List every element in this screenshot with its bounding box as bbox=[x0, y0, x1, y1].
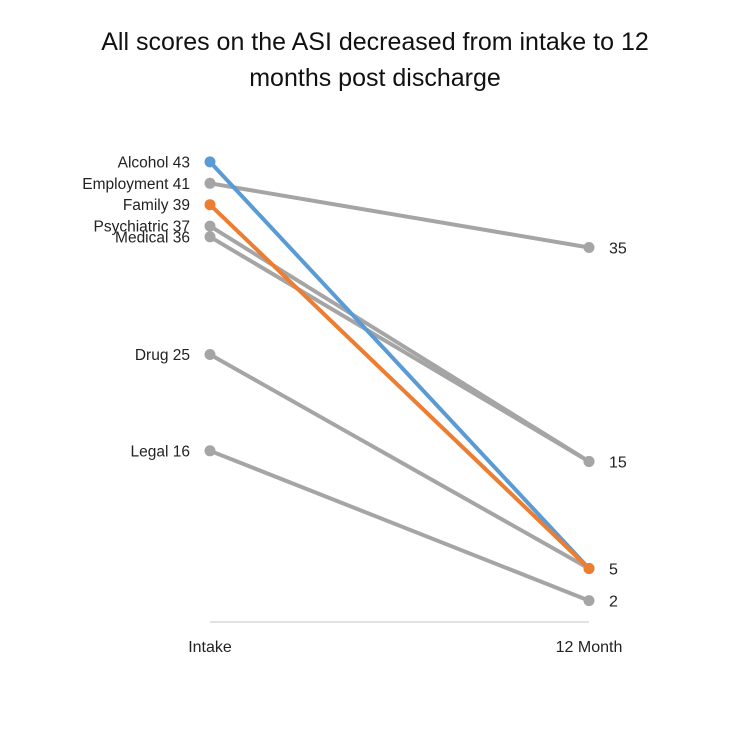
end-label-2: 2 bbox=[609, 594, 618, 611]
start-label-legal: Legal 16 bbox=[131, 443, 190, 460]
point-legal-intake bbox=[204, 445, 216, 457]
point-alcohol-intake bbox=[204, 156, 216, 168]
series-line-medical bbox=[208, 234, 591, 464]
point-family-12-month bbox=[583, 563, 595, 574]
series-line-family bbox=[208, 202, 591, 571]
x-tick-label-12-month: 12 Month bbox=[556, 639, 623, 656]
end-label-15: 15 bbox=[609, 455, 627, 472]
start-label-psychiatric: Psychiatric 37 bbox=[94, 219, 190, 236]
point-employment-12-month bbox=[583, 242, 595, 253]
point-medical-12-month bbox=[583, 456, 595, 467]
x-tick-label-intake: Intake bbox=[188, 639, 232, 656]
point-family-intake bbox=[204, 199, 216, 211]
chart-title-line-1: All scores on the ASI decreased from int… bbox=[101, 28, 649, 56]
point-employment-intake bbox=[204, 177, 216, 189]
start-label-drug: Drug 25 bbox=[135, 347, 190, 364]
end-label-35: 35 bbox=[609, 241, 627, 258]
start-label-alcohol: Alcohol 43 bbox=[118, 154, 190, 171]
point-legal-12-month bbox=[583, 595, 595, 607]
series-line-employment bbox=[208, 181, 591, 250]
chart-title-line-2: months post discharge bbox=[249, 64, 501, 92]
series-line-legal bbox=[208, 448, 591, 603]
point-psychiatric-intake bbox=[204, 220, 216, 232]
point-medical-intake bbox=[204, 231, 216, 243]
start-label-medical: Medical 36 bbox=[115, 229, 190, 246]
point-drug-intake bbox=[204, 349, 216, 360]
end-label-5: 5 bbox=[609, 562, 618, 579]
chart-title: All scores on the ASI decreased from int… bbox=[0, 24, 750, 96]
start-label-employment: Employment 41 bbox=[82, 176, 190, 193]
series-line-alcohol bbox=[208, 159, 591, 571]
series-line-drug bbox=[208, 352, 591, 571]
start-label-family: Family 39 bbox=[123, 197, 190, 214]
